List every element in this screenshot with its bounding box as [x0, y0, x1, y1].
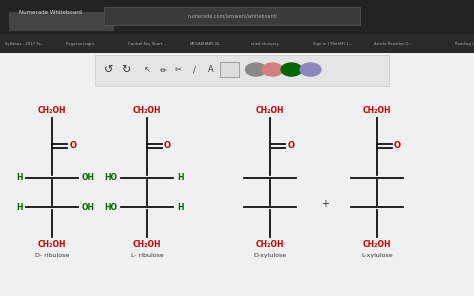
- Text: H: H: [177, 173, 183, 182]
- Text: CH₂OH: CH₂OH: [133, 107, 161, 115]
- Text: D-xylulose: D-xylulose: [254, 253, 287, 258]
- Text: O: O: [69, 141, 76, 150]
- Bar: [9, 12, 114, 31]
- Text: HO: HO: [104, 203, 117, 212]
- Text: CH₂OH: CH₂OH: [38, 240, 66, 249]
- Text: L-xylulose: L-xylulose: [361, 253, 392, 258]
- Text: +: +: [321, 199, 328, 209]
- Text: H: H: [16, 173, 22, 182]
- Circle shape: [300, 63, 321, 76]
- Text: ✏: ✏: [160, 65, 167, 74]
- Text: CH₂OH: CH₂OH: [363, 107, 391, 115]
- Text: L- ribulose: L- ribulose: [130, 253, 164, 258]
- Circle shape: [262, 63, 283, 76]
- Text: HO: HO: [104, 173, 117, 182]
- Text: Syllabus - 2017 Fa...: Syllabus - 2017 Fa...: [5, 42, 44, 46]
- Bar: [0, 34, 474, 53]
- Text: CH₂OH: CH₂OH: [38, 107, 66, 115]
- Text: A: A: [208, 65, 214, 74]
- Text: CH₂OH: CH₂OH: [256, 240, 284, 249]
- Text: OH: OH: [82, 203, 95, 212]
- Text: ↻: ↻: [121, 65, 130, 75]
- Text: Reading List: Reading List: [455, 42, 474, 46]
- Text: O: O: [164, 141, 171, 150]
- Text: Numerade Whiteboard: Numerade Whiteboard: [19, 10, 82, 15]
- Text: Article Rewriter O...: Article Rewriter O...: [374, 42, 412, 46]
- Text: D- ribulose: D- ribulose: [35, 253, 69, 258]
- Text: OH: OH: [82, 173, 95, 182]
- Text: CH₂OH: CH₂OH: [256, 107, 284, 115]
- Text: H: H: [177, 203, 183, 212]
- Circle shape: [281, 63, 302, 76]
- Text: ↺: ↺: [104, 65, 114, 75]
- Bar: [0, 53, 474, 296]
- Text: Pegasus Login: Pegasus Login: [66, 42, 94, 46]
- Text: MEGASHARE.IN...: MEGASHARE.IN...: [190, 42, 223, 46]
- Text: H: H: [16, 203, 22, 212]
- Text: O: O: [287, 141, 294, 150]
- Text: ↖: ↖: [144, 65, 150, 74]
- Text: numerade.com/answers/whiteboard/: numerade.com/answers/whiteboard/: [187, 14, 277, 18]
- Text: CH₂OH: CH₂OH: [363, 240, 391, 249]
- Circle shape: [246, 63, 266, 76]
- Text: Control Key Short...: Control Key Short...: [128, 42, 166, 46]
- Text: CH₂OH: CH₂OH: [133, 240, 161, 249]
- Text: O: O: [394, 141, 401, 150]
- Text: Sign in | MathML |...: Sign in | MathML |...: [313, 42, 352, 46]
- Bar: [220, 62, 239, 77]
- Bar: [104, 7, 360, 25]
- Text: iaied choujary: iaied choujary: [251, 42, 279, 46]
- Bar: [95, 55, 389, 86]
- Bar: [0, 0, 474, 34]
- Text: /: /: [193, 65, 196, 74]
- Text: ✂: ✂: [174, 65, 181, 74]
